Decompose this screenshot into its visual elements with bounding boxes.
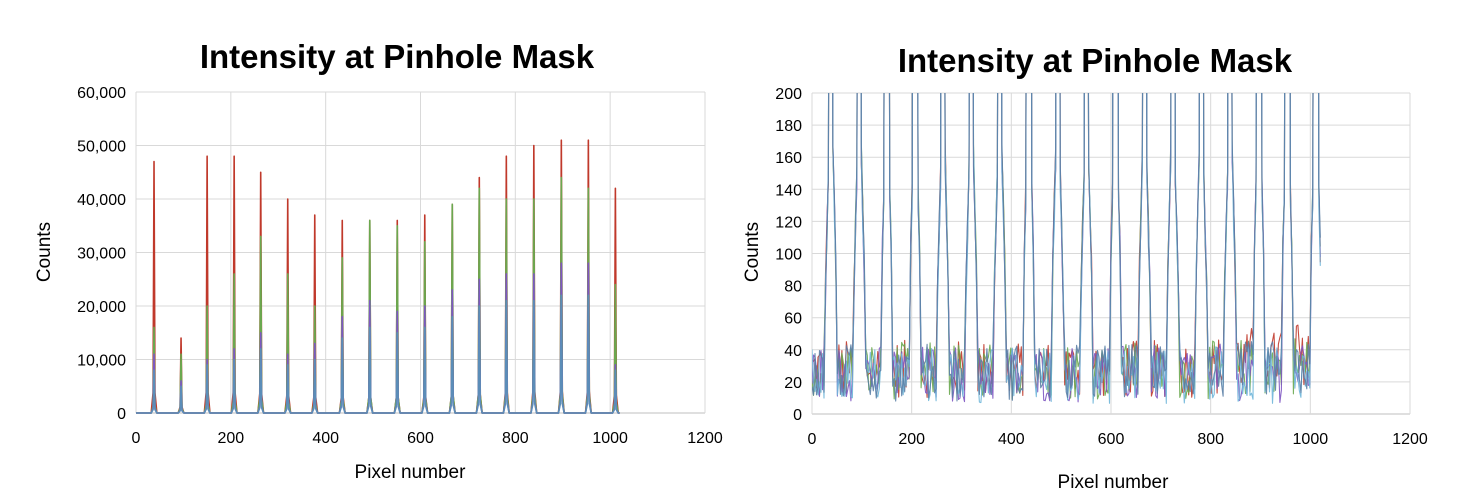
chart-left-x-tick-label: 400	[312, 430, 339, 447]
chart-right-x-tick-label: 800	[1197, 431, 1224, 448]
chart-left: Intensity at Pinhole Mask 0 10,000 20,000 3…	[34, 38, 723, 483]
chart-left-series-line	[136, 176, 620, 414]
chart-left-y-tick-label: 50,000	[77, 139, 126, 156]
chart-right-y-tick-label: 100	[775, 247, 802, 264]
chart-right-x-tick-label: 200	[898, 431, 925, 448]
chart-left-grid	[135, 91, 706, 414]
chart-right-x-ticks: 0 200 400 600 800 1000 1200	[808, 431, 1428, 448]
chart-left-x-tick-label: 600	[407, 430, 434, 447]
chart-left-y-tick-label: 10,000	[77, 353, 126, 370]
chart-left-y-tick-label: 20,000	[77, 299, 126, 316]
chart-right-y-tick-label: 160	[775, 150, 802, 167]
chart-left-y-tick-label: 60,000	[77, 85, 126, 102]
chart-right-y-tick-label: 120	[775, 214, 802, 231]
chart-right-y-tick-label: 0	[793, 407, 802, 424]
chart-left-x-tick-label: 1000	[592, 430, 628, 447]
chart-left-x-tick-label: 0	[132, 430, 141, 447]
chart-left-x-tick-label: 200	[217, 430, 244, 447]
chart-right-series-line	[812, 93, 1321, 402]
chart-right-y-ticks: 0 20 40 60 80 100 120 140 160 180 200	[775, 86, 802, 424]
chart-left-y-tick-label: 30,000	[77, 246, 126, 263]
chart-right: Intensity at Pinhole Mask 0 20 40 60 80 100 12…	[742, 42, 1428, 493]
chart-right-y-tick-label: 140	[775, 182, 802, 199]
chart-right-y-tick-label: 200	[775, 86, 802, 103]
chart-left-series	[136, 139, 620, 414]
chart-right-x-label: Pixel number	[1058, 472, 1170, 493]
chart-right-y-label: Counts	[742, 222, 763, 282]
chart-left-x-tick-label: 800	[502, 430, 529, 447]
chart-left-x-tick-label: 1200	[687, 430, 723, 447]
chart-right-x-tick-label: 400	[998, 431, 1025, 448]
chart-right-y-tick-label: 20	[784, 375, 802, 392]
chart-right-y-tick-label: 40	[784, 343, 802, 360]
chart-left-y-label: Counts	[34, 222, 55, 282]
chart-left-y-tick-label: 40,000	[77, 192, 126, 209]
chart-right-x-tick-label: 0	[808, 431, 817, 448]
chart-right-x-tick-label: 600	[1098, 431, 1125, 448]
chart-right-series	[812, 93, 1321, 404]
chart-right-y-tick-label: 80	[784, 279, 802, 296]
chart-right-y-tick-label: 180	[775, 118, 802, 135]
chart-left-y-tick-label: 0	[117, 406, 126, 423]
chart-left-x-label: Pixel number	[355, 462, 467, 483]
chart-left-title: Intensity at Pinhole Mask	[200, 38, 595, 75]
chart-left-x-ticks: 0 200 400 600 800 1000 1200	[132, 430, 723, 447]
chart-right-x-tick-label: 1000	[1293, 431, 1329, 448]
chart-left-series-line	[136, 294, 620, 414]
chart-right-x-tick-label: 1200	[1392, 431, 1428, 448]
chart-left-y-ticks: 0 10,000 20,000 30,000 40,000 50,000 60,000	[77, 85, 126, 423]
chart-right-y-tick-label: 60	[784, 311, 802, 328]
chart-right-title: Intensity at Pinhole Mask	[898, 42, 1293, 79]
